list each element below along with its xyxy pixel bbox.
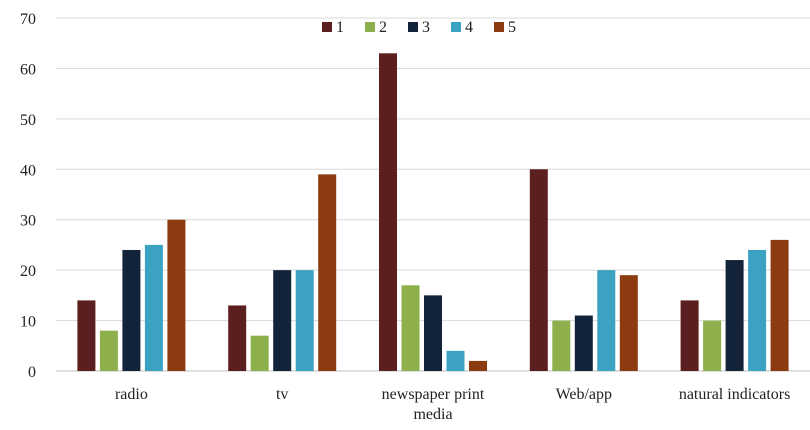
legend-swatch-4 <box>451 22 461 32</box>
legend-label-3: 3 <box>422 19 430 36</box>
bar-series-1-cat-1 <box>228 305 247 371</box>
y-axis-ticks: 0 10 20 30 40 50 60 70 <box>20 11 36 381</box>
bar-series-4-cat-4 <box>748 249 767 371</box>
y-tick-label: 70 <box>20 11 36 28</box>
bar-series-1-cat-4 <box>680 300 699 371</box>
bar-series-5-cat-0 <box>167 219 186 371</box>
bar-series-3-cat-3 <box>574 315 593 371</box>
bar-series-4-cat-2 <box>446 350 465 371</box>
bar-series-2-cat-0 <box>99 330 118 371</box>
legend-label-5: 5 <box>508 19 516 36</box>
bar-series-2-cat-2 <box>401 285 420 371</box>
y-tick-label: 30 <box>20 213 36 230</box>
bar-series-4-cat-3 <box>597 270 616 371</box>
bar-series-3-cat-4 <box>725 260 744 371</box>
bar-series-1-cat-3 <box>529 169 548 371</box>
legend-label-1: 1 <box>336 19 344 36</box>
x-axis-ticks: radio tv newspaper print media Web/app natura… <box>115 386 790 423</box>
bar-series-5-cat-4 <box>770 239 789 371</box>
y-tick-label: 40 <box>20 162 36 179</box>
legend-label-2: 2 <box>379 19 387 36</box>
bar-series-4-cat-1 <box>295 270 314 371</box>
bar-series-3-cat-0 <box>122 249 141 371</box>
bar-series-2-cat-4 <box>703 320 722 371</box>
bar-series-5-cat-1 <box>318 174 337 371</box>
bar-series-1-cat-0 <box>77 300 96 371</box>
legend-swatch-2 <box>365 22 375 32</box>
bar-series-3-cat-2 <box>424 295 442 371</box>
legend-swatch-1 <box>322 22 332 32</box>
legend-swatch-5 <box>494 22 504 32</box>
legend-swatch-3 <box>408 22 418 32</box>
x-tick-label: newspaper print media <box>382 386 485 423</box>
y-tick-label: 50 <box>20 112 36 129</box>
bar-series-2-cat-3 <box>552 320 571 371</box>
bar-series-2-cat-1 <box>250 335 269 371</box>
legend: 1 2 3 4 5 <box>322 19 516 36</box>
x-tick-label: radio <box>115 386 148 403</box>
y-tick-label: 60 <box>20 61 36 78</box>
legend-label-4: 4 <box>465 19 473 36</box>
y-tick-label: 0 <box>28 364 36 381</box>
x-tick-label: tv <box>276 386 288 403</box>
bar-series-4-cat-0 <box>144 244 163 371</box>
x-tick-label: natural indicators <box>679 386 791 403</box>
x-tick-label: Web/app <box>556 386 612 403</box>
bars <box>77 53 789 372</box>
y-tick-label: 10 <box>20 314 36 331</box>
bar-series-1-cat-2 <box>379 53 397 372</box>
y-tick-label: 20 <box>20 263 36 280</box>
bar-series-5-cat-3 <box>619 275 638 371</box>
bar-series-5-cat-2 <box>469 360 487 371</box>
bar-series-3-cat-1 <box>273 270 292 371</box>
